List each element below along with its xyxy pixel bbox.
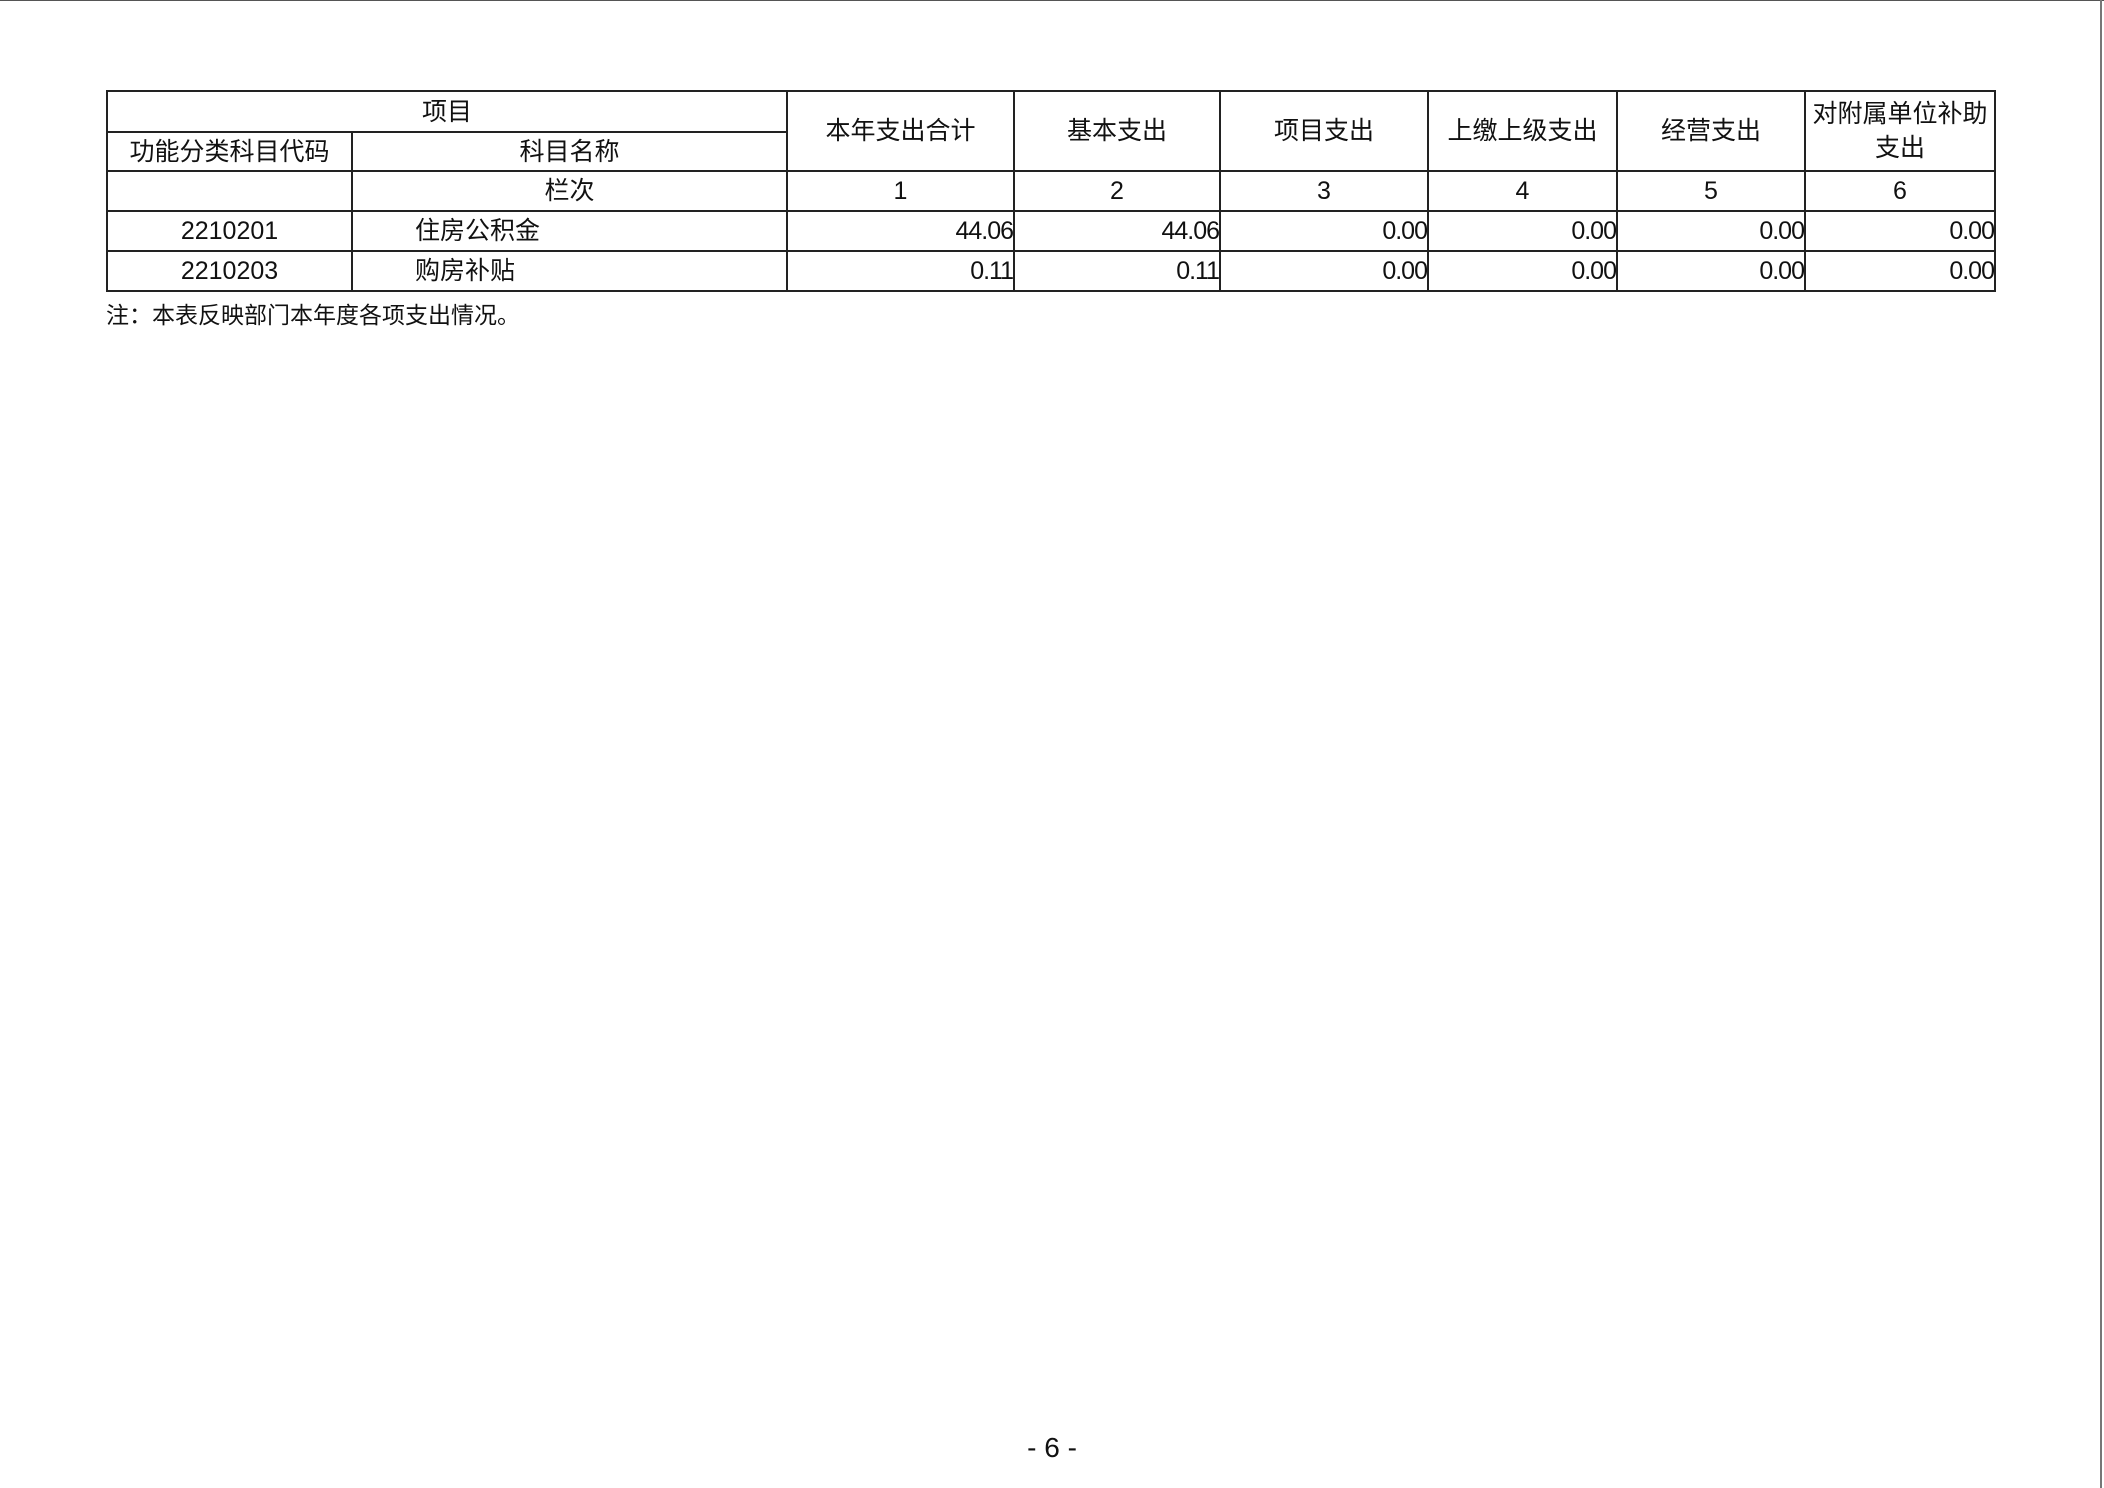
row-value-3: 0.00 <box>1219 210 1429 252</box>
expenditure-table: 项目 本年支出合计 基本支出 项目支出 上缴上级支出 经营支出 对附属单位补助支… <box>106 90 1996 292</box>
row-value-6: 0.00 <box>1804 250 1996 292</box>
page-number: - 6 - <box>1027 1432 1077 1463</box>
row-code: 2210201 <box>106 210 353 252</box>
header-col-5: 经营支出 <box>1616 90 1806 172</box>
index-6: 6 <box>1804 170 1996 212</box>
header-code: 功能分类科目代码 <box>106 131 353 172</box>
header-col-6: 对附属单位补助支出 <box>1804 90 1996 172</box>
row-value-3: 0.00 <box>1219 250 1429 292</box>
header-col-3: 项目支出 <box>1219 90 1429 172</box>
page-right-border <box>2100 0 2102 1488</box>
header-col-2: 基本支出 <box>1013 90 1221 172</box>
row-value-2: 44.06 <box>1013 210 1221 252</box>
table-note: 注：本表反映部门本年度各项支出情况。 <box>106 302 520 328</box>
row-value-5: 0.00 <box>1616 250 1806 292</box>
row-code: 2210203 <box>106 250 353 292</box>
header-col-4: 上缴上级支出 <box>1427 90 1618 172</box>
table-row: 2210201 住房公积金 44.06 44.06 0.00 0.00 0.00… <box>106 210 1996 252</box>
index-4: 4 <box>1427 170 1618 212</box>
page-top-border <box>0 0 2104 1</box>
index-blank <box>106 170 353 212</box>
row-value-1: 0.11 <box>786 250 1015 292</box>
row-name: 购房补贴 <box>351 250 788 292</box>
row-value-4: 0.00 <box>1427 210 1618 252</box>
row-value-6: 0.00 <box>1804 210 1996 252</box>
header-name: 科目名称 <box>351 131 788 172</box>
index-1: 1 <box>786 170 1015 212</box>
index-5: 5 <box>1616 170 1806 212</box>
row-value-5: 0.00 <box>1616 210 1806 252</box>
header-col-1: 本年支出合计 <box>786 90 1015 172</box>
index-3: 3 <box>1219 170 1429 212</box>
row-value-2: 0.11 <box>1013 250 1221 292</box>
table-row: 2210203 购房补贴 0.11 0.11 0.00 0.00 0.00 0.… <box>106 250 1996 292</box>
row-value-4: 0.00 <box>1427 250 1618 292</box>
row-value-1: 44.06 <box>786 210 1015 252</box>
index-2: 2 <box>1013 170 1221 212</box>
row-name: 住房公积金 <box>351 210 788 252</box>
header-item: 项目 <box>106 90 788 133</box>
index-label: 栏次 <box>351 170 788 212</box>
